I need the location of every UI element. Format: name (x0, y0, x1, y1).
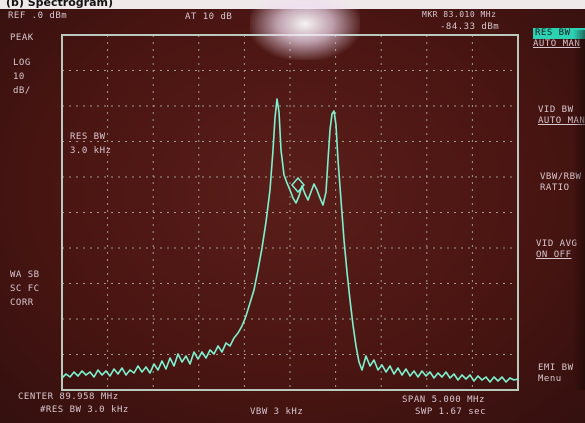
softkey-vbw-rbw-ratio: RATIO (540, 183, 570, 193)
sweep-time: SWP 1.67 sec (415, 407, 487, 417)
softkey-emi-bw-title: EMI BW (538, 363, 574, 373)
correction-line-3: CORR (10, 298, 34, 308)
res-bw-annotation-value: 3.0 kHz (70, 146, 112, 156)
correction-line-1: WA SB (10, 270, 40, 280)
correction-line-2: SC FC (10, 284, 40, 294)
footer-res-bw: #RES BW 3.0 kHz (40, 405, 129, 415)
video-bw: VBW 3 kHz (250, 407, 304, 417)
res-bw-annotation-label: RES BW (70, 132, 106, 142)
softkey-res-bw[interactable]: RES BW AUTO MAN (533, 28, 585, 50)
center-frequency: CENTER 89.958 MHz (18, 392, 119, 402)
attenuation: AT 10 dB (185, 12, 233, 22)
softkey-vid-avg[interactable]: VID AVG ON OFF (536, 239, 585, 261)
softkey-vid-bw[interactable]: VID BW AUTO MAN (538, 105, 585, 127)
frequency-span: SPAN 5.000 MHz (402, 395, 485, 405)
softkey-emi-bw[interactable]: EMI BW Menu (538, 363, 585, 385)
softkey-res-bw-title: RES BW (533, 28, 585, 39)
figure-caption: (b) Spectrogram) (6, 0, 113, 9)
reference-level: REF .0 dBm (8, 11, 68, 21)
spectrum-trace (61, 98, 519, 383)
scale-mode: LOG (13, 58, 31, 68)
softkey-res-bw-mode: AUTO MAN (533, 39, 581, 49)
marker-level: -84.33 dBm (440, 22, 500, 32)
scale-unit: dB/ (13, 86, 31, 96)
marker-frequency: MKR 83.010 MHz (422, 10, 497, 19)
softkey-vid-avg-mode: ON OFF (536, 250, 572, 260)
screen-bezel-shadow (573, 30, 585, 390)
softkey-vid-bw-mode: AUTO MAN (538, 116, 585, 126)
softkey-vid-bw-title: VID BW (538, 105, 574, 115)
softkey-vbw-rbw[interactable]: VBW/RBW RATIO (540, 172, 585, 194)
softkey-emi-bw-menu: Menu (538, 374, 562, 384)
softkey-vbw-rbw-title: VBW/RBW (540, 172, 582, 182)
marker-diamond (291, 176, 305, 194)
detector-mode: PEAK (10, 33, 34, 43)
graticule-grid (62, 35, 518, 390)
softkey-vid-avg-title: VID AVG (536, 239, 578, 249)
scale-value: 10 (13, 72, 25, 82)
